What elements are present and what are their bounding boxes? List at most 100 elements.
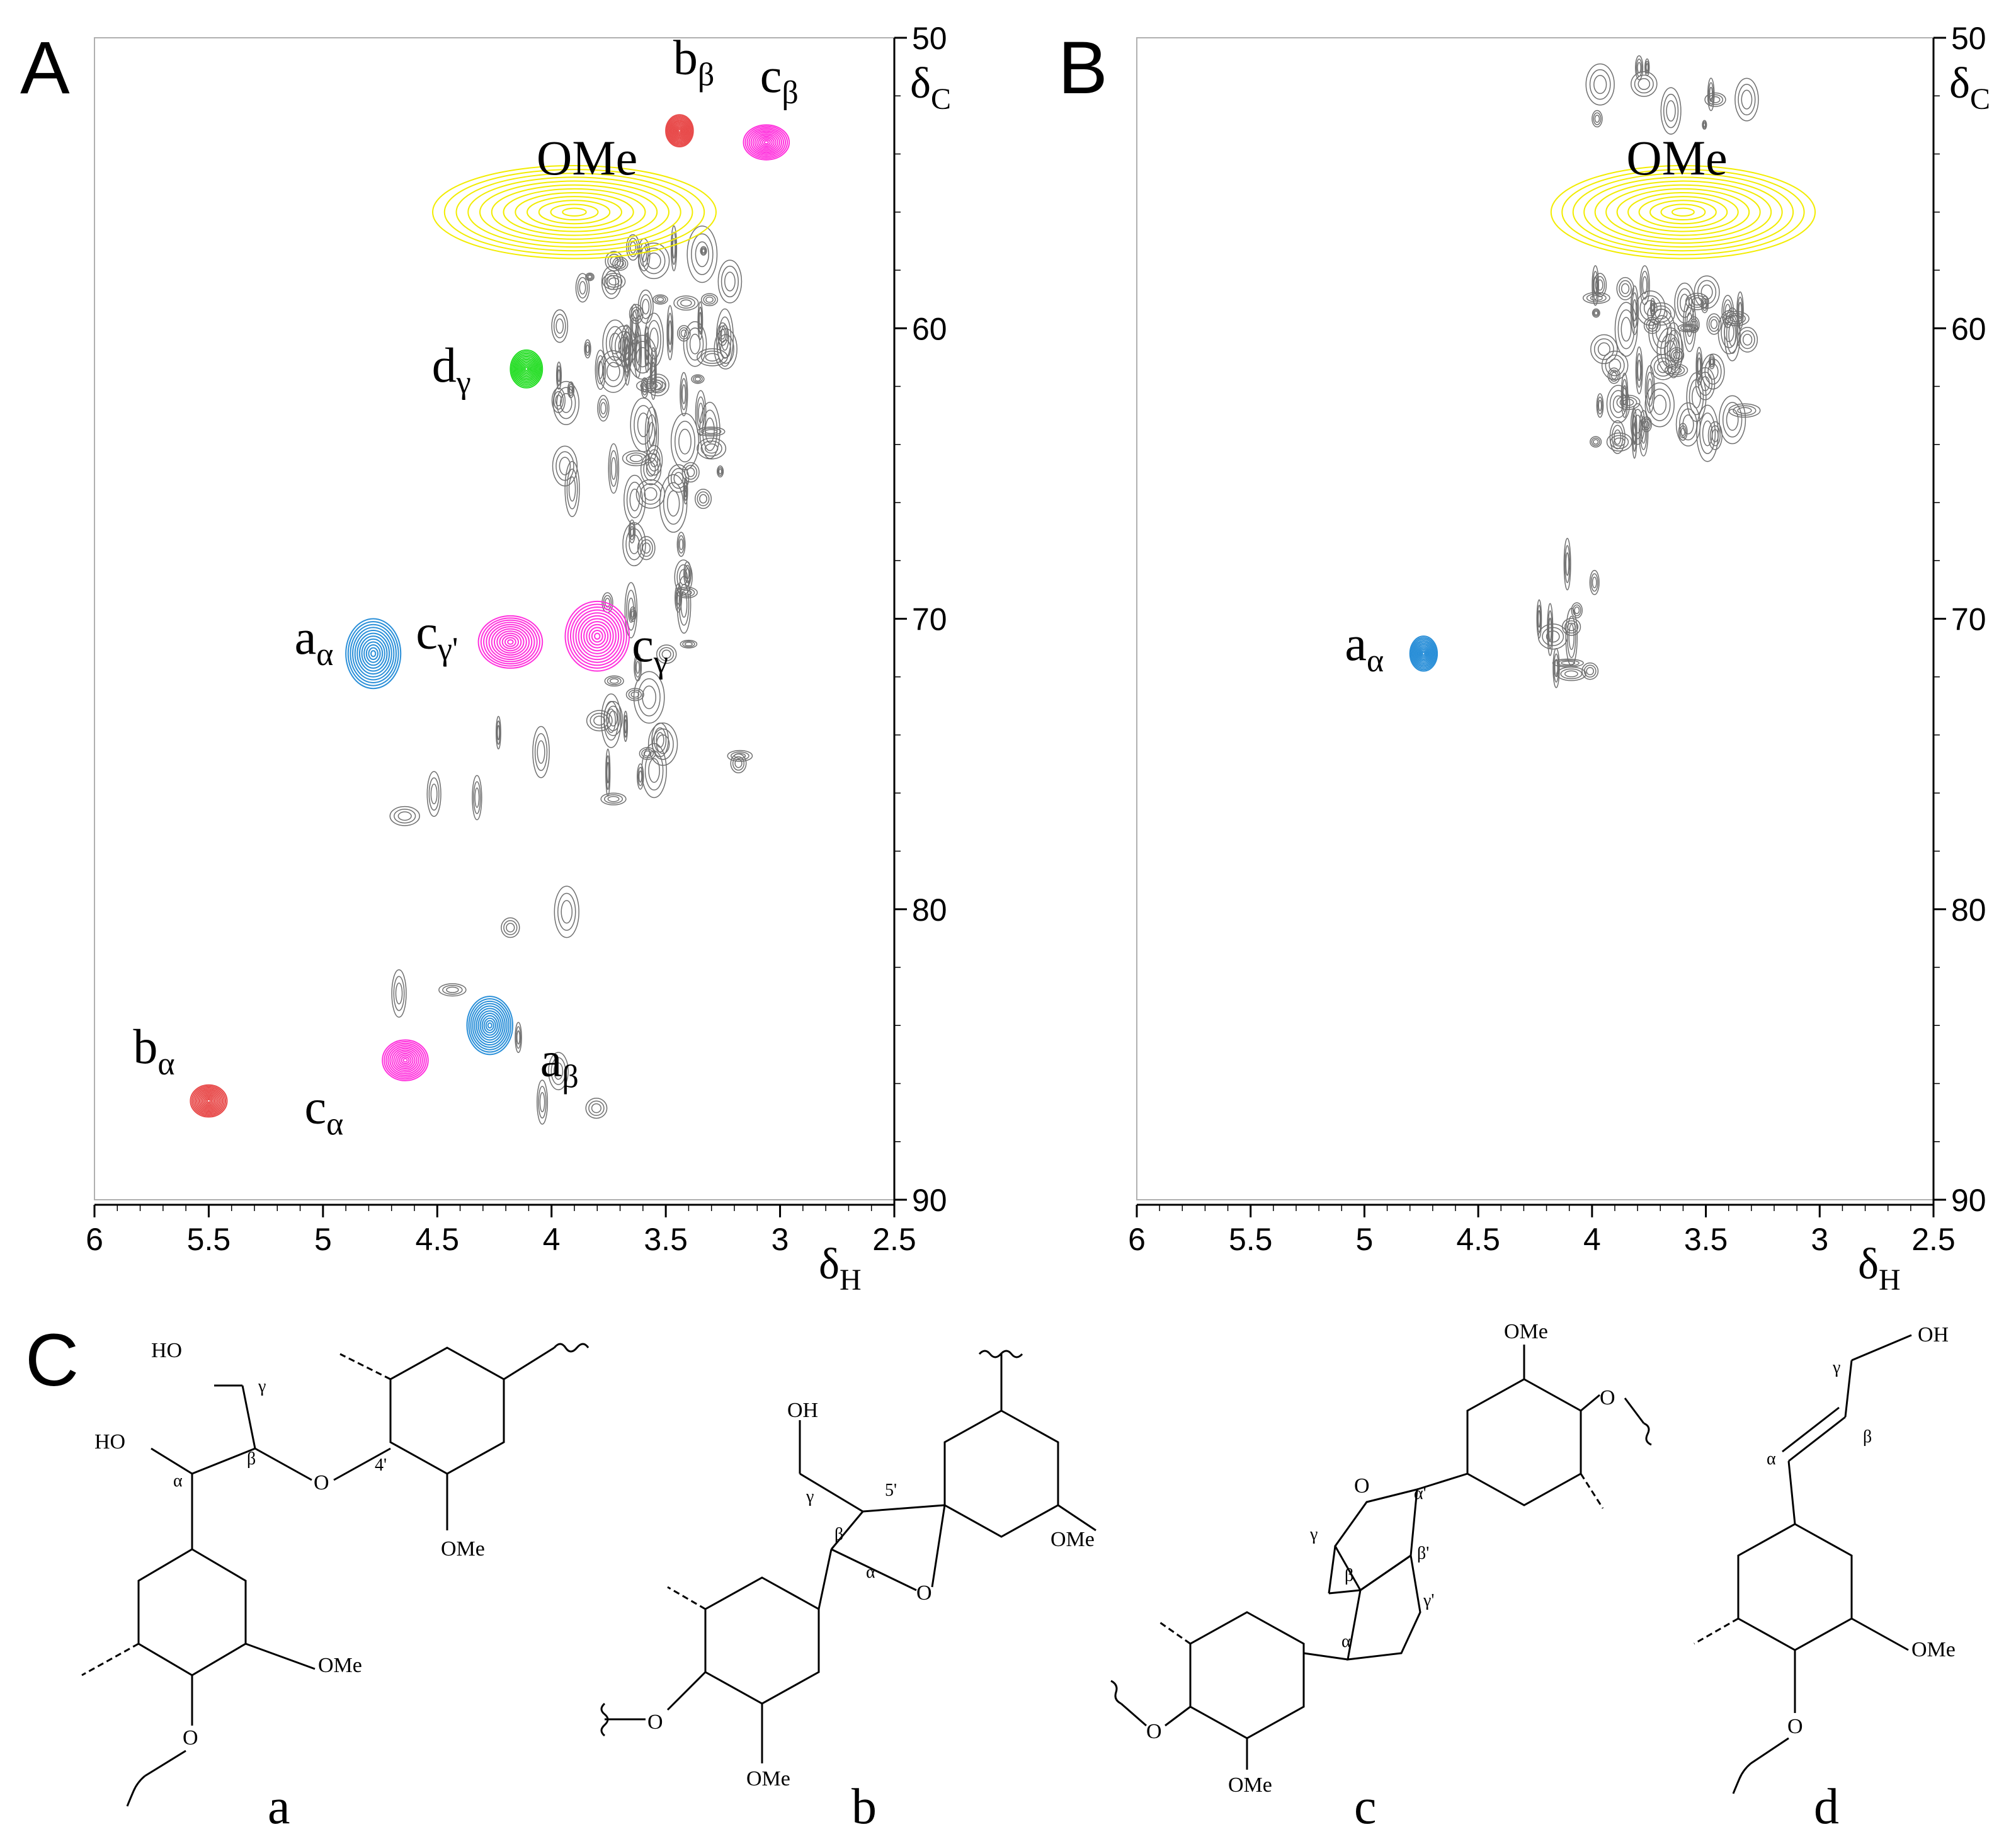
background-contour (667, 312, 673, 353)
peak-label: dγ (432, 338, 471, 401)
background-contour (705, 296, 714, 303)
peak-contour (673, 123, 686, 139)
background-contour (554, 885, 579, 938)
background-contour (1709, 425, 1721, 447)
background-contour (1586, 667, 1595, 676)
background-contour (628, 519, 636, 544)
peak-contour (1409, 635, 1438, 672)
structure-a: HO γ HO β O 4' α OMe OMe O a (81, 1339, 589, 1835)
background-contour (1590, 295, 1603, 301)
peak-contour (1410, 637, 1437, 671)
bond (799, 1472, 863, 1513)
bond (666, 1671, 707, 1711)
peak-label: cβ (760, 48, 799, 111)
background-contour (656, 644, 677, 664)
background-contour (515, 1022, 522, 1053)
background-contour (642, 685, 657, 710)
peak-contour (503, 188, 646, 236)
background-contour (1677, 323, 1699, 333)
background-contour (1590, 436, 1602, 448)
bond (1694, 1617, 1739, 1645)
peak-contour (513, 354, 539, 384)
bond (1580, 1394, 1600, 1412)
background-contour (691, 374, 705, 384)
background-contour (644, 382, 658, 389)
background-contour (697, 437, 727, 460)
background-contour (681, 589, 692, 596)
peak-contour (1660, 203, 1706, 221)
background-contour (1620, 317, 1632, 342)
background-contour (1631, 71, 1658, 97)
background-contour (1593, 338, 1614, 360)
peak-contour (569, 606, 625, 666)
background-contour (1548, 617, 1552, 642)
background-contour (630, 306, 642, 322)
background-contour (1650, 354, 1677, 380)
background-contours-a (389, 225, 753, 1125)
background-contour (609, 333, 621, 355)
background-contour (1630, 285, 1639, 336)
background-contour (703, 295, 716, 305)
background-contour (732, 756, 745, 771)
background-contour (604, 794, 624, 804)
y-tick-label: 90 (912, 1183, 947, 1218)
background-contour (559, 457, 571, 475)
peak-contour (752, 131, 780, 154)
background-contour (560, 393, 572, 413)
peak-contour (668, 118, 691, 144)
background-contour (683, 321, 707, 367)
peak-6-contours (564, 600, 630, 672)
peak-contour (483, 619, 538, 664)
background-contour (1622, 399, 1634, 406)
peak-contour (480, 617, 540, 667)
background-contour (497, 725, 500, 741)
background-contour (718, 316, 732, 359)
peak-contour (521, 363, 532, 375)
x-tick-label: 3.5 (644, 1222, 688, 1257)
background-contour (649, 347, 657, 400)
peak-contour (674, 125, 685, 137)
background-contour (1593, 439, 1599, 445)
peak-2-contours (743, 124, 790, 161)
background-contour (1564, 545, 1571, 583)
background-contour (1733, 405, 1757, 416)
background-contour (1568, 623, 1575, 651)
peak-contour (1413, 641, 1433, 666)
background-contour (676, 564, 690, 590)
x-tick-label: 4.5 (1456, 1222, 1500, 1257)
background-contour (654, 295, 666, 304)
peak-contour (393, 1049, 418, 1071)
bond (1328, 1589, 1361, 1595)
atom-label: O (1354, 1474, 1370, 1498)
background-contour (717, 465, 724, 478)
atom-label: β (834, 1525, 843, 1544)
y-tick-label: 60 (1951, 311, 1986, 346)
peak-contour (524, 367, 528, 372)
peak-contour (746, 127, 787, 158)
peak-contour (345, 618, 402, 690)
structure-caption: c (1354, 1779, 1377, 1835)
bond (1851, 1334, 1912, 1362)
peak-9-contours (190, 1084, 228, 1118)
background-contour (426, 771, 441, 817)
peak-contour (1638, 196, 1728, 229)
background-contour (1697, 280, 1717, 305)
background-contour (606, 361, 620, 382)
peak-contour (665, 114, 694, 147)
bond (862, 1504, 945, 1513)
peak-contour (481, 1015, 498, 1036)
background-contour (1704, 92, 1726, 107)
background-contour (1547, 603, 1554, 656)
ring-d1 (1737, 1523, 1853, 1651)
peak-label: cγ' (416, 604, 458, 667)
background-contour (624, 719, 627, 734)
peak-contour (501, 635, 520, 649)
peak-contour (1417, 646, 1430, 662)
background-contour (1741, 89, 1753, 110)
atom-label: β (247, 1449, 256, 1469)
background-contour (389, 805, 420, 826)
peak-contour (763, 140, 769, 145)
background-contour (506, 923, 515, 933)
peak-contour (190, 1084, 228, 1118)
